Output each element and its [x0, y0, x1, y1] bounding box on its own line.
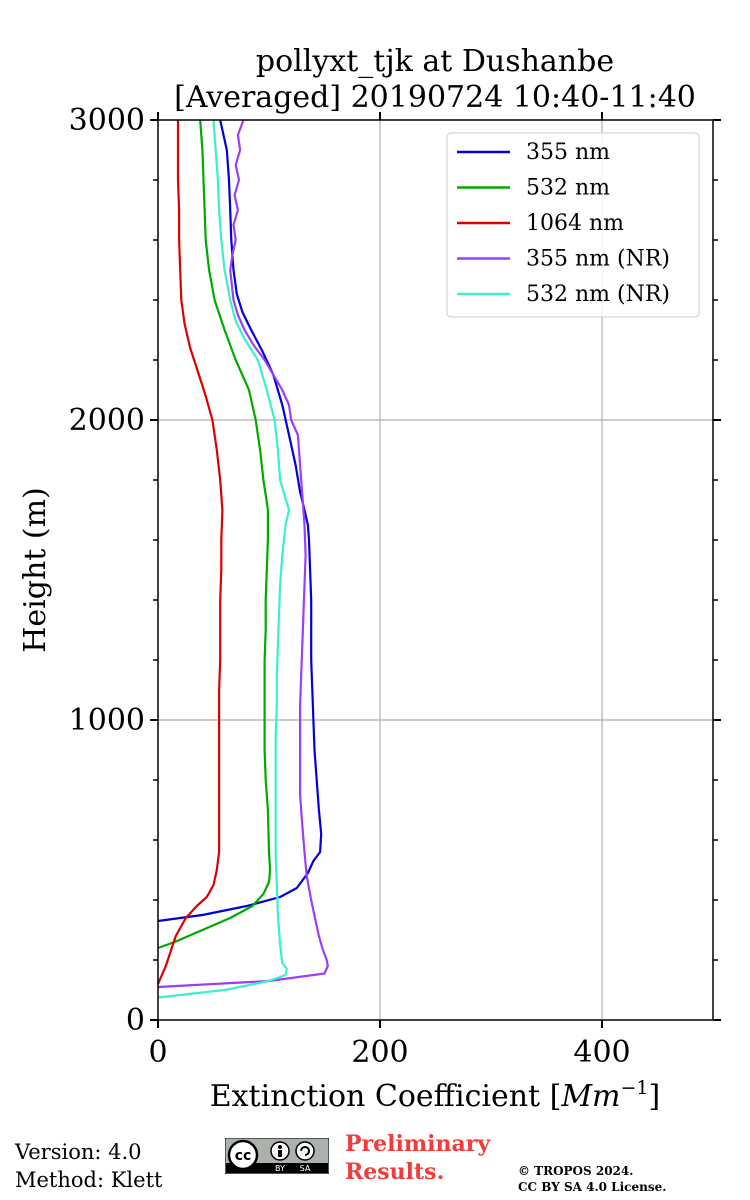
- by-label: BY: [275, 1164, 285, 1173]
- y-tick-label: 2000: [69, 403, 145, 438]
- x-axis-label-unit: Mm: [560, 1079, 620, 1114]
- x-axis-label-text: Extinction Coefficient [: [210, 1079, 562, 1114]
- x-axis-label: Extinction Coefficient [Mm−1]: [210, 1077, 661, 1114]
- chart-title-line1: pollyxt_tjk at Dushanbe: [256, 44, 614, 79]
- series-line-1064-nm: [156, 120, 224, 985]
- y-tick-label: 0: [126, 1003, 145, 1038]
- cc-license-badge: cc BY SA: [225, 1138, 329, 1174]
- chart-title-line2: [Averaged] 20190724 10:40-11:40: [174, 80, 696, 115]
- method-text: Method: Klett: [15, 1168, 163, 1192]
- x-tick-label: 200: [351, 1035, 408, 1070]
- legend-label: 355 nm (NR): [526, 247, 670, 272]
- legend-frame: [446, 132, 700, 318]
- x-axis-label-close: ]: [649, 1079, 661, 1114]
- legend-label: 532 nm (NR): [526, 282, 670, 307]
- legend-entries: 355 nm 532 nm 1064 nm 355 nm (NR) 532 nm (NR…: [457, 140, 670, 307]
- y-tick-label: 1000: [69, 703, 145, 738]
- y-tick-label: 3000: [69, 103, 145, 138]
- extinction-chart: 0 200 400 0 1000 2000 3000 pollyxt_tjk at Dush…: [18, 44, 721, 1114]
- preliminary-line2: Results.: [345, 1159, 445, 1185]
- series-line-355-nm: [157, 119, 323, 923]
- series-line-355-nm-nr: [157, 119, 329, 989]
- x-axis-label-exponent: −1: [621, 1077, 649, 1099]
- sa-label: SA: [300, 1164, 311, 1173]
- series-line-532-nm-nr: [157, 119, 291, 999]
- version-info: Version: 4.0 Method: Klett: [15, 1138, 162, 1194]
- y-axis-label: Height (m): [18, 487, 53, 652]
- cc-icon: [227, 1139, 259, 1171]
- series-layer: [156, 119, 329, 999]
- legend: 355 nm 532 nm 1064 nm 355 nm (NR) 532 nm (NR…: [446, 132, 700, 318]
- legend-label: 1064 nm: [526, 211, 624, 236]
- axis-ticks: 0 200 400 0 1000 2000 3000: [69, 103, 721, 1070]
- x-tick-label: 0: [148, 1035, 167, 1070]
- copyright-line1: © TROPOS 2024.: [518, 1164, 634, 1178]
- copyright-line2: CC BY SA 4.0 License.: [518, 1180, 667, 1194]
- preliminary-results-note: Preliminary Results.: [345, 1130, 490, 1186]
- version-text: Version: 4.0: [15, 1140, 142, 1164]
- series-line-532-nm: [157, 119, 272, 950]
- cc-icon-label: cc: [235, 1148, 252, 1164]
- legend-label: 355 nm: [526, 140, 610, 165]
- share-alike-icon: [295, 1141, 315, 1161]
- preliminary-line1: Preliminary: [345, 1131, 491, 1157]
- x-tick-label: 400: [573, 1035, 630, 1070]
- copyright-note: © TROPOS 2024. CC BY SA 4.0 License.: [518, 1163, 666, 1195]
- plot-frame: [157, 119, 714, 1021]
- legend-label: 532 nm: [526, 176, 610, 201]
